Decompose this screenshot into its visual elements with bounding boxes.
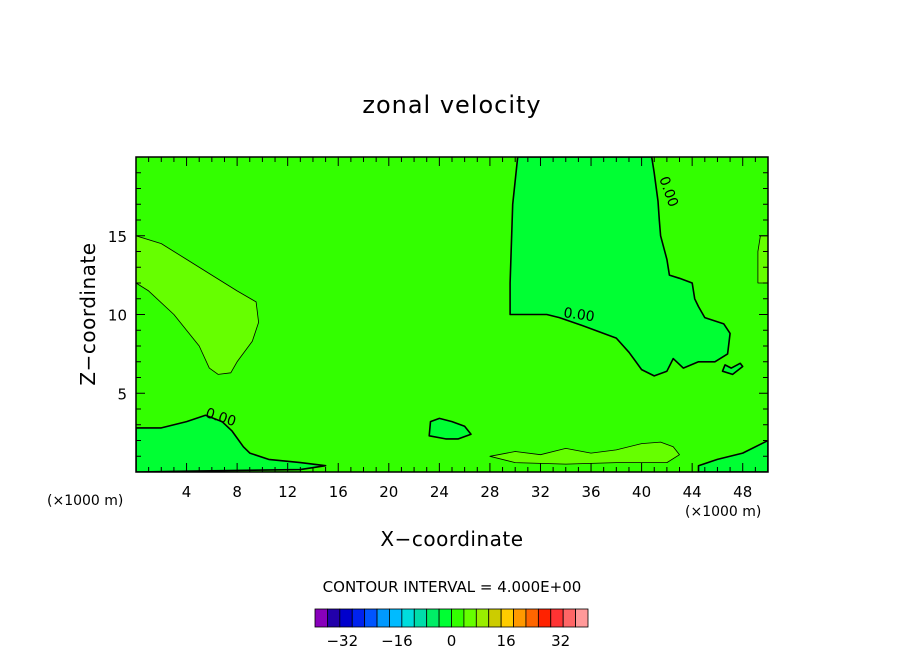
colorbar-swatch	[562, 608, 576, 628]
region-right-edge-positive	[757, 235, 768, 284]
x-unit-right: (×1000 m)	[685, 504, 761, 520]
colorbar-swatch	[364, 608, 378, 628]
colorbar-swatch	[500, 608, 514, 628]
y-axis-ticks: 5 10 15	[108, 172, 768, 457]
colorbar-swatch	[537, 608, 552, 628]
x-tick-label: 32	[531, 483, 550, 501]
region-bottom-right-negative	[697, 439, 768, 472]
colorbar-swatch	[389, 608, 403, 628]
x-tick-label: 28	[480, 483, 499, 501]
x-tick-label: 24	[430, 483, 449, 501]
y-tick-label: 5	[117, 385, 127, 403]
x-tick-label: 40	[632, 483, 651, 501]
region-bottom-positive-band	[489, 441, 680, 465]
colorbar-swatch	[575, 608, 589, 628]
colorbar-swatch	[475, 608, 490, 628]
colorbar-tick-label: −32	[326, 632, 358, 650]
colorbar-swatch	[525, 608, 539, 628]
colorbar-swatch	[463, 608, 477, 628]
region-right-negative	[509, 157, 731, 377]
colorbar-swatch	[413, 608, 428, 628]
x-tick-label: 36	[581, 483, 600, 501]
colorbar-swatch	[314, 608, 328, 628]
y-tick-label: 10	[108, 307, 127, 325]
chart-title: zonal velocity	[362, 91, 541, 119]
region-small-negative-x24	[428, 417, 472, 440]
colorbar-swatch	[426, 608, 440, 628]
colorbar-tick-label: 0	[447, 632, 457, 650]
colorbar-swatch	[550, 608, 564, 628]
colorbar-swatch	[451, 608, 465, 628]
colorbar-swatch	[339, 608, 353, 628]
colorbar-swatch	[513, 608, 527, 628]
colorbar-tick-label: 16	[497, 632, 516, 650]
colorbar-tick-label: 32	[551, 632, 570, 650]
colorbar-swatch	[401, 608, 415, 628]
region-upper-left-positive	[136, 235, 259, 375]
region-small-negative-x47	[721, 362, 744, 376]
colorbar-swatch	[351, 608, 366, 628]
x-axis-ticks: 4 8 12 16 20 24 28 32 36 40 44 48	[148, 157, 756, 501]
x-unit-left: (×1000 m)	[47, 493, 123, 509]
y-axis-label: Z−coordinate	[76, 242, 100, 385]
x-tick-label: 16	[329, 483, 348, 501]
contour-label: 0.00	[562, 305, 595, 325]
contour-interval-text: CONTOUR INTERVAL = 4.000E+00	[323, 578, 582, 596]
x-tick-label: 20	[379, 483, 398, 501]
x-tick-label: 12	[278, 483, 297, 501]
x-axis-label: X−coordinate	[380, 527, 523, 551]
y-tick-label: 15	[108, 228, 127, 246]
x-tick-label: 4	[182, 483, 192, 501]
colorbar-swatch	[327, 608, 341, 628]
x-tick-label: 8	[232, 483, 242, 501]
region-bottom-left-negative	[136, 414, 327, 472]
x-tick-label: 48	[733, 483, 752, 501]
colorbar	[314, 608, 589, 628]
colorbar-swatch	[376, 608, 390, 628]
colorbar-swatch	[488, 608, 502, 628]
x-tick-label: 44	[683, 483, 702, 501]
colorbar-tick-labels: −32 −16 0 16 32	[326, 632, 570, 650]
colorbar-swatch	[438, 608, 452, 628]
contour-regions	[136, 157, 768, 472]
colorbar-tick-label: −16	[381, 632, 413, 650]
